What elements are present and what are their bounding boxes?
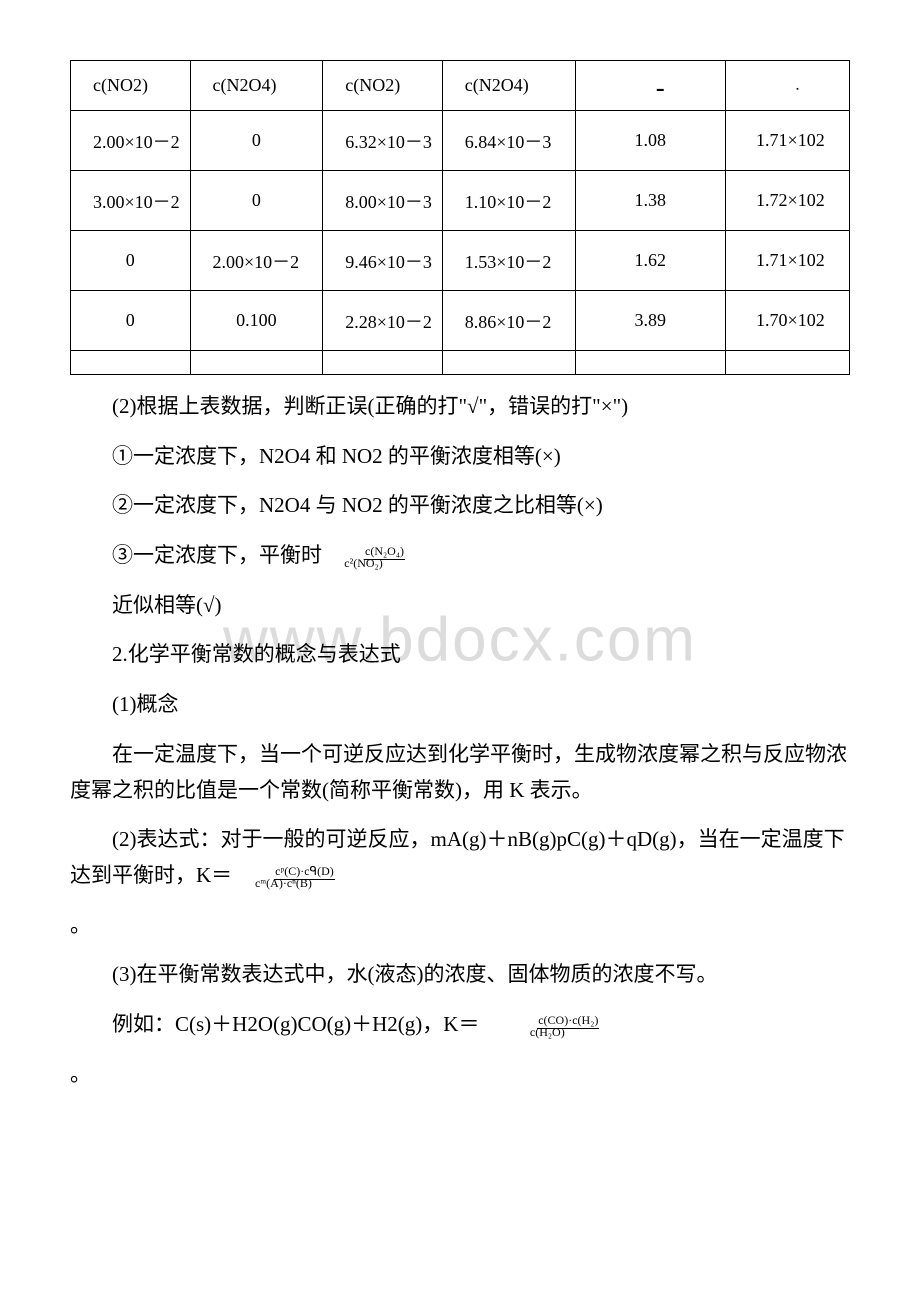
cell: 0 [71,231,191,291]
th-ratio-1: 比值1▬ [575,61,725,111]
cell: 8.00×10－3 [323,171,443,231]
cell: 1.10×10－2 [442,171,575,231]
th-c-no2-eq: c(NO2) [323,61,443,111]
cell: 6.84×10－3 [442,111,575,171]
cell: 1.70×102 [726,291,850,351]
q2-3-prefix: ③一定浓度下，平衡时 [112,543,322,567]
equilibrium-table: c(NO2) c(N2O4) c(NO2) c(N2O4) 比值1▬ 比值2▪ … [70,60,850,375]
table-row: 2.00×10－2 0 6.32×10－3 6.84×10－3 1.08 1.7… [71,111,850,171]
q2-item-3: ③一定浓度下，平衡时 c(N₂O₄) c²(NO₂) [70,538,850,574]
cell: 1.72×102 [726,171,850,231]
fraction-den: cᵐ(A)·cⁿ(B) [255,875,312,890]
cell: 2.00×10－2 [71,111,191,171]
table-row: 0 2.00×10－2 9.46×10－3 1.53×10－2 1.62 1.7… [71,231,850,291]
cell: 3.00×10－2 [71,171,191,231]
cell [323,351,443,375]
fraction-icon: c(CO)·c(H₂) c(H₂O) [495,1014,599,1038]
q2-item-3-suffix: 近似相等(√) [70,588,850,624]
cell: 2.28×10－2 [323,291,443,351]
cell: 1.62 [575,231,725,291]
section2-p3: (3)在平衡常数表达式中，水(液态)的浓度、固体物质的浓度不写。 [70,957,850,993]
table-row: 0 0.100 2.28×10－2 8.86×10－2 3.89 1.70×10… [71,291,850,351]
cell: 0 [190,111,323,171]
cell: 0 [71,291,191,351]
section2-title: 2.化学平衡常数的概念与表达式 [70,637,850,673]
fraction-den: c(H₂O) [530,1024,565,1039]
cell: 6.32×10－3 [323,111,443,171]
cell [575,351,725,375]
fraction-den: c²(NO₂) [344,555,382,570]
cell: 0.100 [190,291,323,351]
cell: 8.86×10－2 [442,291,575,351]
section2-p2-suffix: 。 [70,908,850,944]
cell [190,351,323,375]
cell: 3.89 [575,291,725,351]
th-ratio-2: 比值2▪ [726,61,850,111]
section2-p1-body: 在一定温度下，当一个可逆反应达到化学平衡时，生成物浓度幂之积与反应物浓度幂之积的… [70,737,850,808]
cell: 1.71×102 [726,111,850,171]
section2-p4-suffix: 。 [70,1057,850,1093]
table-header-row: c(NO2) c(N2O4) c(NO2) c(N2O4) 比值1▬ 比值2▪ [71,61,850,111]
th-c-n2o4-eq: c(N2O4) [442,61,575,111]
table-row: 3.00×10－2 0 8.00×10－3 1.10×10－2 1.38 1.7… [71,171,850,231]
cell: 1.08 [575,111,725,171]
cell [726,351,850,375]
fraction-icon: cᵖ(C)·cᑫ(D) cᵐ(A)·cⁿ(B) [232,865,335,889]
section2-p4: 例如：C(s)＋H2O(g)CO(g)＋H2(g)，K＝ c(CO)·c(H₂)… [70,1007,850,1043]
q2-intro: (2)根据上表数据，判断正误(正确的打"√"，错误的打"×") [70,389,850,425]
cell: 9.46×10－3 [323,231,443,291]
cell [71,351,191,375]
table-empty-row [71,351,850,375]
p4-prefix: 例如：C(s)＋H2O(g)CO(g)＋H2(g)，K＝ [112,1012,479,1036]
cell [442,351,575,375]
cell: 1.53×10－2 [442,231,575,291]
th-c-n2o4-initial: c(N2O4) [190,61,323,111]
section2-p1-label: (1)概念 [70,687,850,723]
q2-item-1: ①一定浓度下，N2O4 和 NO2 的平衡浓度相等(×) [70,439,850,475]
cell: 2.00×10－2 [190,231,323,291]
th-c-no2-initial: c(NO2) [71,61,191,111]
cell: 1.38 [575,171,725,231]
cell: 0 [190,171,323,231]
q2-item-2: ②一定浓度下，N2O4 与 NO2 的平衡浓度之比相等(×) [70,488,850,524]
cell: 1.71×102 [726,231,850,291]
fraction-icon: c(N₂O₄) c²(NO₂) [322,545,405,569]
p2-prefix: (2)表达式：对于一般的可逆反应，mA(g)＋nB(g)pC(g)＋qD(g)，… [70,827,845,887]
document-content: c(NO2) c(N2O4) c(NO2) c(N2O4) 比值1▬ 比值2▪ … [70,60,850,1092]
section2-p2: (2)表达式：对于一般的可逆反应，mA(g)＋nB(g)pC(g)＋qD(g)，… [70,822,850,893]
